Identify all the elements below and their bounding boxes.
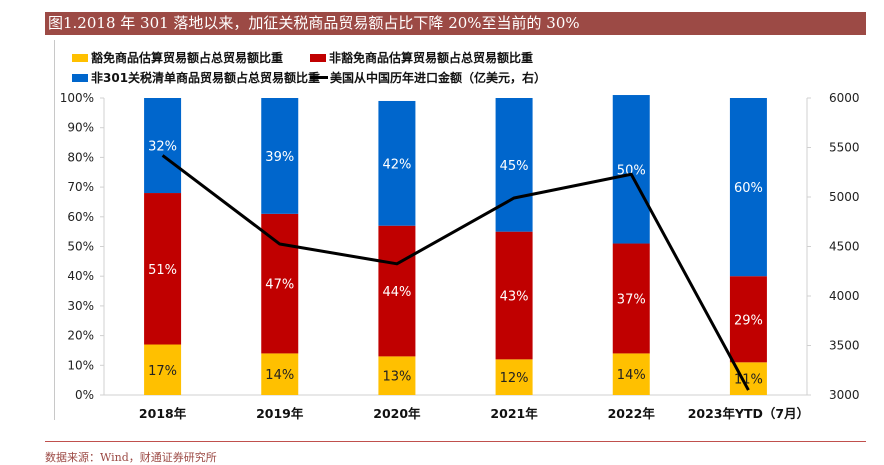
bar-data-label: 14%	[265, 368, 294, 383]
source-note: 数据来源：Wind，财通证券研究所	[45, 449, 217, 465]
bar-data-label: 11%	[734, 373, 763, 388]
left-tick-label: 100%	[60, 91, 94, 105]
imports-line	[163, 155, 749, 390]
x-tick-label: 2022年	[608, 406, 656, 421]
bar-data-label: 14%	[617, 368, 646, 383]
right-tick-label: 5500	[829, 141, 860, 155]
right-tick-label: 4000	[829, 289, 860, 303]
x-tick-label: 2023年YTD（7月）	[688, 406, 809, 421]
x-tick-label: 2019年	[256, 406, 304, 421]
bar-data-label: 29%	[734, 313, 763, 328]
left-tick-label: 80%	[67, 150, 94, 164]
left-tick-label: 0%	[75, 388, 94, 402]
right-tick-label: 4500	[829, 240, 860, 254]
bar-data-label: 47%	[265, 278, 294, 293]
bar-data-label: 32%	[148, 140, 177, 155]
right-tick-label: 6000	[829, 91, 860, 105]
bar-data-label: 43%	[500, 290, 529, 305]
right-tick-label: 5000	[829, 190, 860, 204]
bar-data-label: 39%	[265, 150, 294, 165]
bar-data-label: 17%	[148, 364, 177, 379]
bar-data-label: 12%	[500, 371, 529, 386]
left-tick-label: 60%	[67, 210, 94, 224]
bar-data-label: 45%	[500, 159, 529, 174]
bar-data-label: 51%	[148, 263, 177, 278]
right-tick-label: 3500	[829, 339, 860, 353]
bar-data-label: 37%	[617, 292, 646, 307]
left-tick-label: 40%	[67, 269, 94, 283]
x-tick-label: 2018年	[139, 406, 187, 421]
left-tick-label: 70%	[67, 180, 94, 194]
right-tick-label: 3000	[829, 388, 860, 402]
x-tick-label: 2020年	[373, 406, 421, 421]
left-tick-label: 90%	[67, 121, 94, 135]
bar-data-label: 60%	[734, 181, 763, 196]
divider	[45, 441, 866, 442]
bar-data-label: 44%	[382, 285, 411, 300]
left-tick-label: 50%	[67, 240, 94, 254]
bar-data-label: 13%	[382, 370, 411, 385]
x-tick-label: 2021年	[490, 406, 538, 421]
left-tick-label: 10%	[67, 358, 94, 372]
bar-data-label: 42%	[382, 157, 411, 172]
left-tick-label: 30%	[67, 299, 94, 313]
left-tick-label: 20%	[67, 329, 94, 343]
